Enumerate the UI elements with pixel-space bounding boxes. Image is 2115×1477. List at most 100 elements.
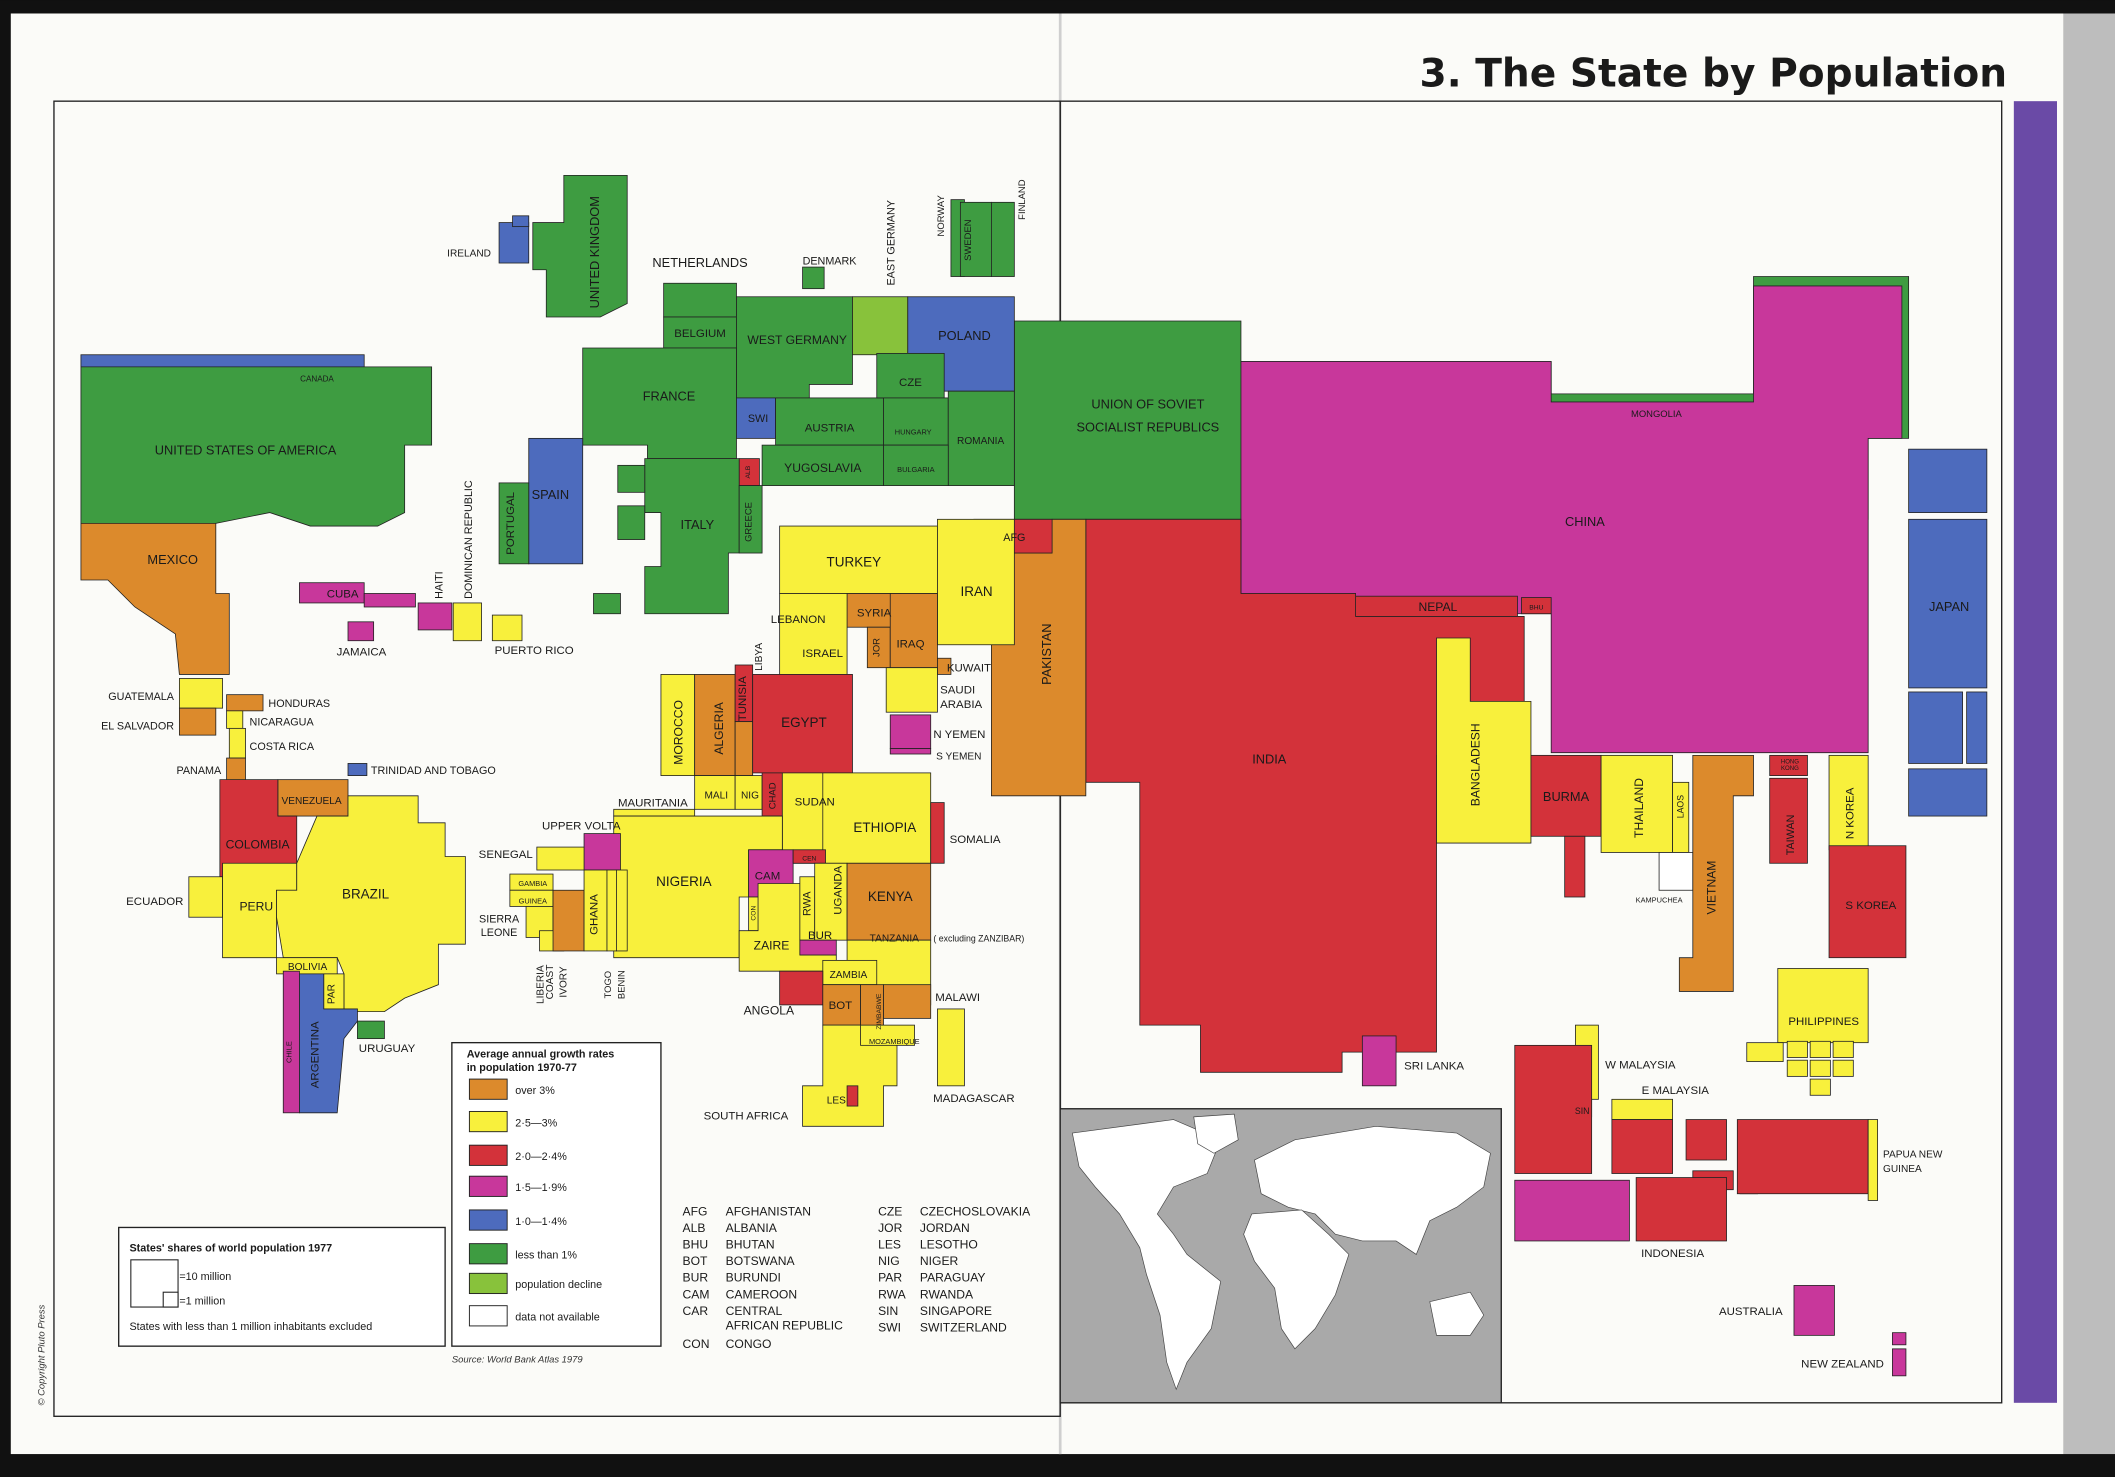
- country-italyisles: [593, 593, 621, 615]
- country-japan: [1966, 691, 1988, 764]
- legend-label: over 3%: [515, 1085, 555, 1097]
- label-jamaica: JAMAICA: [337, 647, 387, 659]
- abbr-name: BHUTAN: [726, 1238, 775, 1252]
- label-kenya: KENYA: [868, 889, 913, 904]
- label-egypt: EGYPT: [781, 715, 827, 730]
- label-senegal: SENEGAL: [479, 849, 533, 861]
- label-bolivia: BOLIVIA: [288, 962, 328, 973]
- label-syria: SYRIA: [857, 607, 892, 619]
- label-skorea: S KOREA: [1845, 900, 1896, 912]
- country-uruguay: [357, 1020, 385, 1040]
- country-bur: [799, 939, 837, 956]
- country-philippines: [1832, 1040, 1854, 1058]
- country-philippines: [1809, 1059, 1831, 1077]
- label-mongolia: MONGOLIA: [1631, 409, 1683, 420]
- country-denmark: [802, 266, 825, 290]
- country-panama: [226, 757, 246, 783]
- country-vietnam: [1678, 754, 1754, 992]
- label-italy: ITALY: [681, 517, 715, 532]
- label-liberia: LIBERIA: [536, 965, 547, 1004]
- label-guinea: GUINEA: [519, 897, 547, 906]
- country-nkorea: [1828, 754, 1869, 851]
- label-japan: JAPAN: [1929, 599, 1969, 614]
- label-spain: SPAIN: [532, 487, 569, 502]
- label-austria: AUSTRIA: [805, 423, 855, 435]
- label-png-line2: GUINEA: [1883, 1164, 1922, 1175]
- label-benin: BENIN: [617, 970, 628, 999]
- country-senegal: [536, 846, 585, 871]
- label-uppervolta: UPPER VOLTA: [542, 821, 621, 833]
- abbr-name: SINGAPORE: [920, 1304, 992, 1318]
- country-honduras: [226, 694, 264, 712]
- country-costarica: [228, 727, 246, 759]
- country-elsalvador: [178, 707, 217, 736]
- label-png: PAPUA NEW: [1883, 1149, 1943, 1160]
- country-png: [1867, 1119, 1879, 1201]
- label-egermany: EAST GERMANY: [885, 200, 897, 285]
- country-kampuchea: [1658, 852, 1694, 891]
- country-bulgaria: [883, 444, 949, 486]
- label-algeria: ALGERIA: [712, 701, 726, 754]
- label-haiti: HAITI: [433, 571, 445, 599]
- label-saudi-line2: ARABIA: [940, 699, 982, 711]
- label-hungary: HUNGARY: [895, 427, 932, 436]
- label-turkey: TURKEY: [827, 555, 882, 570]
- label-iraq: IRAQ: [896, 638, 924, 650]
- country-uppervolta: [583, 833, 621, 871]
- label-vietnam: VIETNAM: [1705, 861, 1719, 915]
- label-pakistan: PAKISTAN: [1039, 624, 1054, 685]
- scale-note: States with less than 1 million inhabita…: [129, 1321, 372, 1333]
- country-skorea: [1828, 845, 1907, 959]
- label-nigeria: NIGERIA: [656, 874, 711, 889]
- label-venezuela: VENEZUELA: [282, 796, 342, 807]
- country-philippines: [1809, 1078, 1831, 1096]
- country-srilanka: [1361, 1035, 1397, 1087]
- label-australia: AUSTRALIA: [1719, 1306, 1783, 1318]
- country-uk: [532, 174, 628, 318]
- label-trinidad: TRINIDAD AND TOBAGO: [371, 765, 496, 777]
- label-taiwan: TAIWAN: [1785, 815, 1797, 856]
- country-syemen: [889, 748, 932, 755]
- country-benin: [616, 869, 628, 952]
- label-bot: BOT: [829, 1000, 853, 1012]
- country-india: [1085, 518, 1525, 1073]
- label-morocco: MOROCCO: [672, 700, 686, 765]
- abbr-name: CONGO: [726, 1337, 772, 1351]
- legend-label: population decline: [515, 1279, 602, 1291]
- legend-title: in population 1970-77: [467, 1062, 577, 1074]
- label-somalia: SOMALIA: [950, 834, 1001, 846]
- country-ethiopia: [822, 772, 932, 864]
- label-france: FRANCE: [643, 389, 696, 404]
- country-philippines: [1786, 1040, 1808, 1058]
- abbr-name: CZECHOSLOVAKIA: [920, 1204, 1031, 1218]
- country-puertorico: [491, 614, 523, 642]
- label-poland: POLAND: [938, 328, 991, 343]
- label-ussr: UNION OF SOVIET: [1091, 397, 1204, 412]
- legend-swatch-w: [468, 1305, 508, 1327]
- label-cze: CZE: [899, 377, 922, 389]
- abbr-name: SWITZERLAND: [920, 1320, 1007, 1334]
- country-madagascar: [937, 1008, 965, 1087]
- abbr-code: SWI: [878, 1320, 901, 1334]
- legend-label: 2·5—3%: [515, 1117, 557, 1129]
- scale-square-1m: [162, 1291, 179, 1308]
- label-gambia: GAMBIA: [518, 879, 547, 888]
- country-hongkong: [1769, 754, 1808, 776]
- country-nyemen: [889, 714, 932, 750]
- country-egermany: [852, 296, 909, 356]
- country-angola: [779, 970, 824, 1006]
- cartogram: [80, 174, 1988, 1377]
- country-bot: [822, 984, 861, 1026]
- label-libya: LIBYA: [754, 643, 765, 671]
- country-ireland: [498, 222, 530, 264]
- country-guatemala: [178, 678, 223, 709]
- label-domrep: DOMINICAN REPUBLIC: [463, 480, 475, 599]
- abbr-name: CAMEROON: [726, 1287, 797, 1301]
- legend-swatch-g: [468, 1243, 508, 1265]
- label-tanzania: TANZANIA: [870, 934, 919, 945]
- country-iran: [937, 518, 1015, 646]
- label-cen: CEN: [802, 856, 816, 863]
- country-austria: [775, 397, 884, 446]
- inset-australia: [1429, 1291, 1485, 1336]
- country-trinidad: [347, 763, 368, 776]
